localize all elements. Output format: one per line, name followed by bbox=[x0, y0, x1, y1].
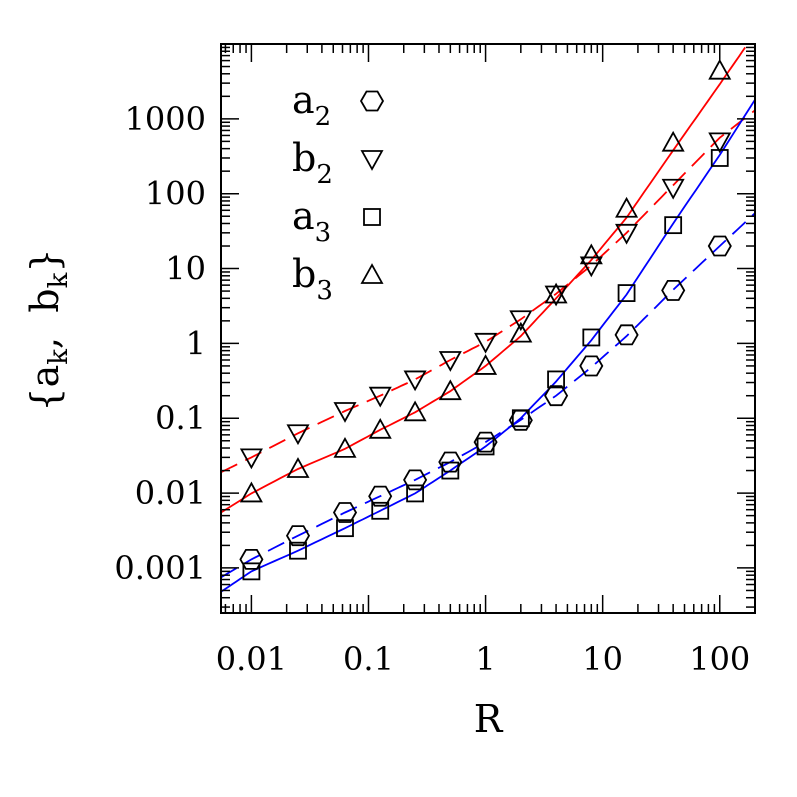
point-b3 bbox=[661, 130, 685, 152]
point-b3 bbox=[509, 321, 533, 343]
legend-marker-b2 bbox=[360, 150, 384, 171]
point-b3 bbox=[333, 436, 357, 458]
point-b2 bbox=[579, 256, 603, 278]
point-a2 bbox=[707, 235, 732, 257]
point-a2 bbox=[579, 355, 604, 377]
legend-label-b2: b2 bbox=[292, 136, 333, 190]
point-a2 bbox=[239, 549, 264, 570]
data-markers bbox=[239, 58, 732, 581]
legend-marker-a3 bbox=[363, 208, 381, 226]
x-tick-label: 100 bbox=[689, 640, 750, 678]
legend-marker-a2 bbox=[359, 90, 385, 112]
y-tick-label: 0.01 bbox=[135, 474, 206, 512]
point-a3 bbox=[289, 541, 307, 560]
point-a3 bbox=[582, 328, 601, 347]
point-a3 bbox=[371, 501, 390, 520]
x-tick-label: 0.01 bbox=[216, 640, 287, 678]
y-tick-label: 0.001 bbox=[114, 549, 206, 587]
legend-label-b3: b3 bbox=[292, 252, 333, 306]
curve-a2 bbox=[221, 212, 755, 579]
point-a3 bbox=[664, 216, 683, 235]
curve-b2 bbox=[221, 109, 755, 474]
point-b3 bbox=[438, 379, 462, 401]
point-b2 bbox=[286, 424, 310, 446]
point-a2 bbox=[544, 385, 569, 407]
y-tick-label: 10 bbox=[165, 250, 206, 288]
point-a3 bbox=[476, 437, 495, 456]
x-tick-label: 1 bbox=[475, 640, 495, 678]
point-a3 bbox=[511, 409, 530, 428]
legend-label-a3: a3 bbox=[292, 194, 331, 248]
x-tick-label: 10 bbox=[582, 640, 623, 678]
point-b2 bbox=[333, 402, 357, 423]
point-b3 bbox=[239, 481, 263, 503]
point-a3 bbox=[547, 370, 565, 389]
svg-text:{ak, bk}: {ak, bk} bbox=[23, 248, 74, 411]
point-b3 bbox=[615, 196, 639, 218]
y-tick-label: 0.1 bbox=[155, 399, 206, 437]
y-tick-label: 100 bbox=[145, 175, 206, 213]
point-a2 bbox=[473, 431, 498, 453]
curve-a3 bbox=[221, 99, 755, 593]
point-b2 bbox=[615, 223, 639, 245]
point-a3 bbox=[406, 484, 424, 503]
point-b3 bbox=[403, 400, 427, 422]
point-b2 bbox=[239, 448, 263, 470]
point-a3 bbox=[710, 149, 729, 167]
point-a2 bbox=[614, 324, 639, 346]
point-b3 bbox=[579, 243, 603, 265]
point-b3 bbox=[544, 282, 568, 304]
point-a2 bbox=[403, 469, 428, 491]
y-axis-title: {ak, bk} bbox=[23, 248, 74, 411]
point-b2 bbox=[661, 178, 685, 200]
point-b2 bbox=[438, 351, 462, 372]
point-b3 bbox=[708, 58, 732, 80]
point-b2 bbox=[544, 285, 568, 307]
point-a3 bbox=[336, 519, 354, 538]
point-a3 bbox=[441, 461, 460, 480]
legend-label-a2: a2 bbox=[292, 78, 331, 132]
point-a2 bbox=[285, 525, 311, 547]
point-b3 bbox=[474, 354, 498, 375]
point-a2 bbox=[368, 485, 393, 507]
x-axis-title: R bbox=[474, 697, 504, 741]
point-b2 bbox=[708, 132, 732, 154]
point-b3 bbox=[368, 417, 392, 439]
point-b3 bbox=[286, 457, 310, 478]
curve-b3 bbox=[221, 46, 746, 514]
point-a3 bbox=[617, 284, 636, 302]
point-a3 bbox=[242, 562, 261, 581]
fit-curves bbox=[221, 46, 755, 593]
x-tick-label: 0.1 bbox=[343, 640, 394, 678]
point-a2 bbox=[332, 502, 358, 523]
point-b2 bbox=[368, 386, 392, 408]
y-tick-label: 1000 bbox=[125, 100, 206, 138]
legend-marker-b3 bbox=[360, 263, 384, 284]
point-b2 bbox=[403, 370, 427, 392]
axes: 0.01 0.1 1 10 100 0.001 0.01 0.1 1 10 100 1000 bbox=[114, 43, 756, 678]
point-a2 bbox=[438, 451, 463, 473]
y-tick-label: 1 bbox=[186, 324, 206, 362]
plot-frame bbox=[220, 43, 756, 614]
point-b2 bbox=[474, 332, 498, 354]
point-b2 bbox=[509, 310, 533, 332]
point-a2 bbox=[661, 279, 686, 301]
